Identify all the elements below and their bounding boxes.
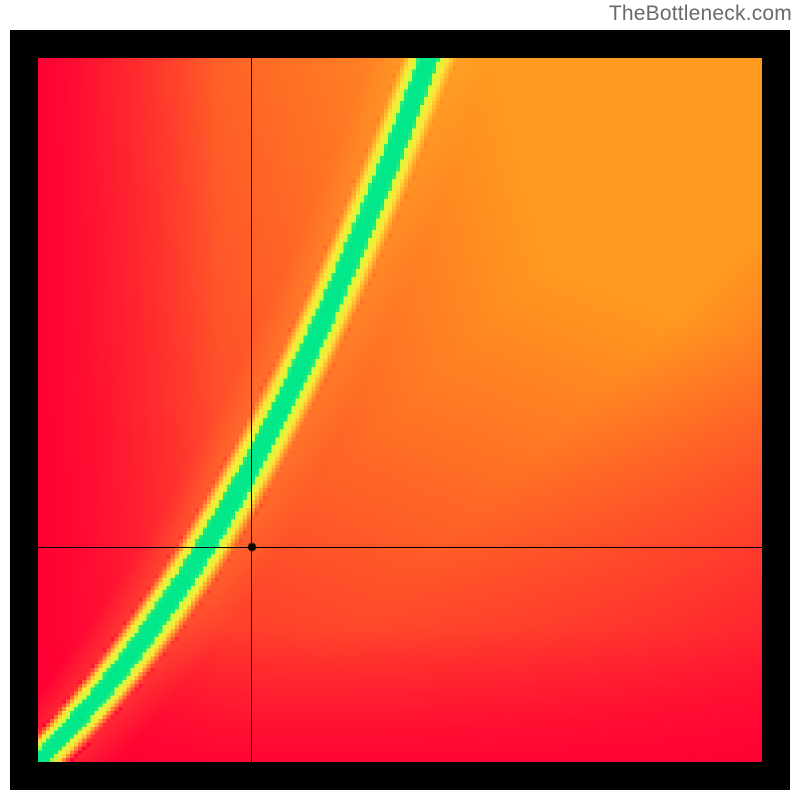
- bottleneck-heatmap: [38, 58, 762, 762]
- plot-border-top: [10, 30, 790, 58]
- watermark-text: TheBottleneck.com: [609, 2, 792, 26]
- plot-border-left: [10, 30, 38, 790]
- plot-border-bottom: [10, 762, 790, 790]
- plot-border-right: [762, 30, 790, 790]
- chart-stage: TheBottleneck.com: [0, 0, 800, 800]
- crosshair-dot: [246, 541, 258, 553]
